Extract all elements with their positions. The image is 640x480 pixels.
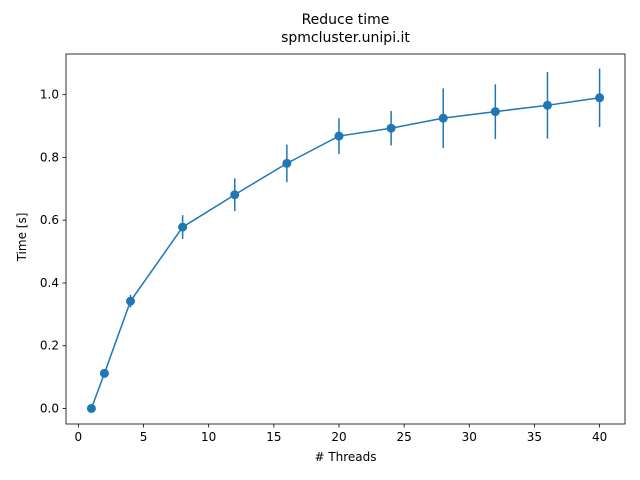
data-point [542, 100, 552, 110]
data-point [282, 158, 292, 168]
chart-subtitle: spmcluster.unipi.it [281, 30, 410, 46]
y-tick-label: 0.4 [40, 276, 59, 290]
x-tick-label: 15 [266, 430, 281, 444]
data-point [178, 222, 188, 232]
data-point [86, 403, 96, 413]
x-tick-label: 35 [527, 430, 542, 444]
y-tick-label: 1.0 [40, 88, 59, 102]
x-tick-label: 40 [592, 430, 607, 444]
data-point [386, 123, 396, 133]
data-point [595, 93, 605, 103]
data-point [99, 368, 109, 378]
x-tick-label: 0 [75, 430, 83, 444]
chart-title: Reduce time [301, 12, 390, 28]
data-point [334, 131, 344, 141]
x-axis-label: # Threads [314, 450, 377, 464]
series-line [90, 97, 600, 409]
x-tick-label: 5 [140, 430, 148, 444]
y-axis-label: Time [s] [15, 212, 29, 262]
data-point [126, 296, 135, 306]
x-tick-label: 25 [396, 430, 411, 444]
x-tick-label: 30 [462, 430, 477, 444]
data-point [230, 190, 240, 200]
y-tick-label: 0.0 [40, 401, 59, 415]
y-tick-label: 0.2 [40, 339, 59, 353]
x-tick-label: 20 [331, 430, 346, 444]
y-tick-label: 0.6 [40, 213, 59, 227]
data-point [490, 107, 500, 117]
x-tick-label: 10 [201, 430, 216, 444]
axes-frame [65, 53, 626, 425]
y-tick-label: 0.8 [40, 150, 59, 164]
data-point [438, 113, 448, 123]
